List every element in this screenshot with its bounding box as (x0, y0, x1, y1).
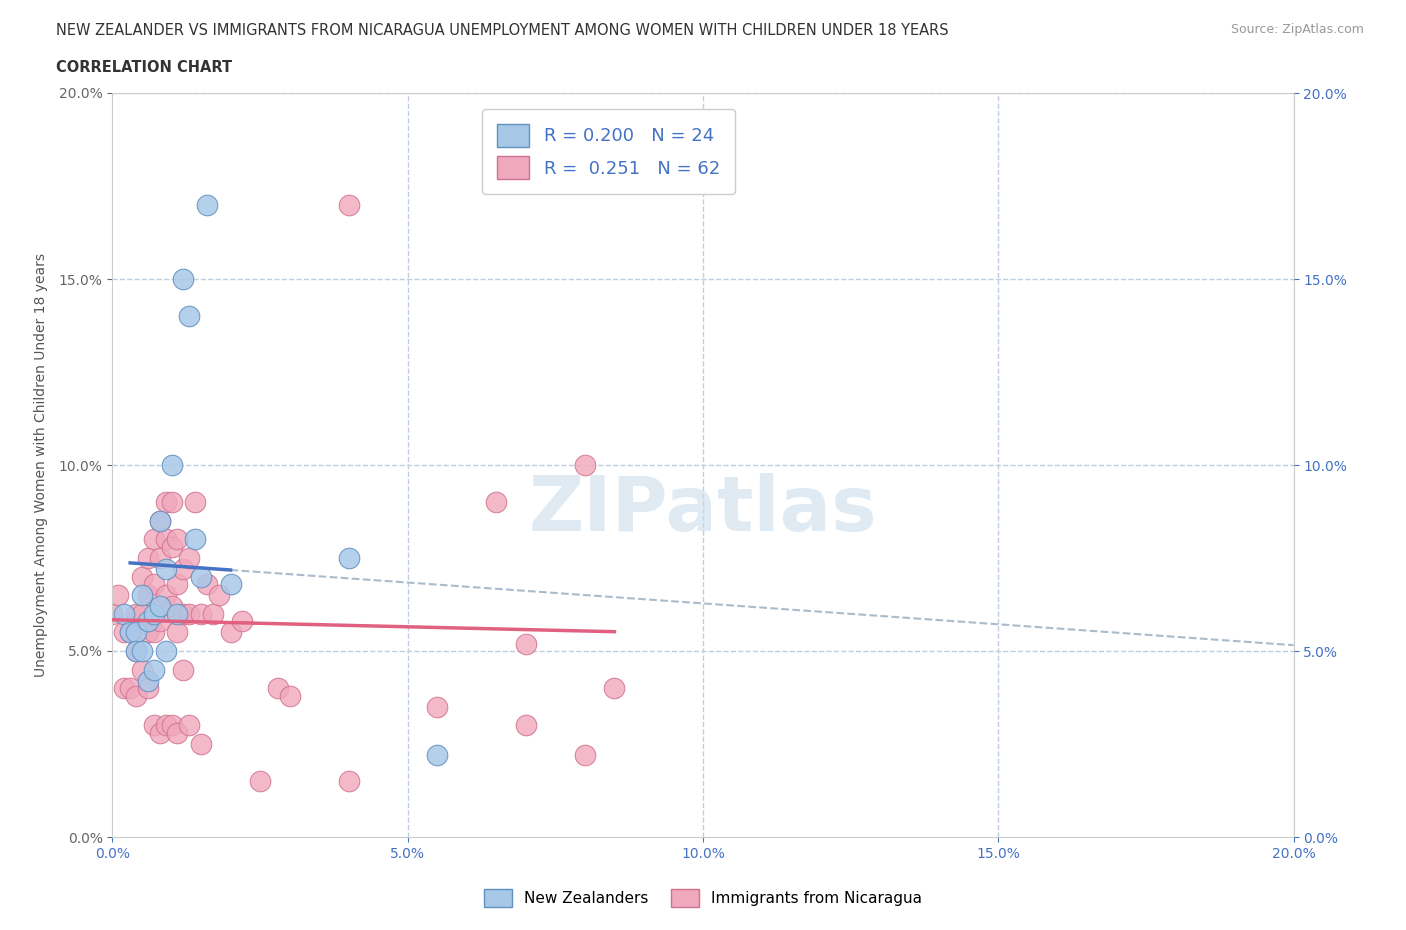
Point (149, 599, 172, 614)
Y-axis label: Unemployment Among Women with Children Under 18 years: Unemployment Among Women with Children U… (34, 253, 48, 677)
Point (101, 606, 124, 621)
Point (160, 718, 183, 733)
Text: CORRELATION CHART: CORRELATION CHART (56, 60, 232, 75)
Point (136, 681, 159, 696)
Legend: New Zealanders, Immigrants from Nicaragua: New Zealanders, Immigrants from Nicaragu… (478, 884, 928, 913)
Point (267, 681, 290, 696)
Point (172, 662, 194, 677)
Point (131, 644, 153, 658)
Point (249, 774, 271, 789)
Legend: R = 0.200   N = 24, R =  0.251   N = 62: R = 0.200 N = 24, R = 0.251 N = 62 (482, 110, 734, 193)
Point (219, 625, 242, 640)
Point (142, 662, 165, 677)
Text: Source: ZipAtlas.com: Source: ZipAtlas.com (1230, 23, 1364, 36)
Point (172, 272, 194, 286)
Point (166, 725, 188, 740)
Point (278, 688, 301, 703)
Point (142, 532, 165, 547)
Point (603, 681, 626, 696)
Point (426, 699, 449, 714)
Point (107, 588, 129, 603)
Point (179, 551, 201, 565)
Point (337, 551, 360, 565)
Point (208, 588, 231, 603)
Point (190, 737, 212, 751)
Point (149, 725, 172, 740)
Point (166, 577, 188, 591)
Point (142, 718, 165, 733)
Point (136, 614, 159, 629)
Point (574, 458, 596, 472)
Point (172, 562, 194, 577)
Point (231, 614, 253, 629)
Point (155, 495, 177, 510)
Point (125, 688, 148, 703)
Point (179, 606, 201, 621)
Point (160, 458, 183, 472)
Point (136, 551, 159, 565)
Point (120, 625, 142, 640)
Point (337, 774, 360, 789)
Point (149, 551, 172, 565)
Point (155, 644, 177, 658)
Point (155, 562, 177, 577)
Point (112, 625, 135, 640)
Point (149, 614, 172, 629)
Point (142, 606, 165, 621)
Point (195, 197, 218, 212)
Point (166, 625, 188, 640)
Point (160, 599, 183, 614)
Point (142, 625, 165, 640)
Point (149, 513, 172, 528)
Point (179, 309, 201, 324)
Text: ZIPatlas: ZIPatlas (529, 472, 877, 547)
Point (160, 539, 183, 554)
Point (179, 718, 201, 733)
Point (166, 606, 188, 621)
Point (515, 636, 537, 651)
Point (155, 718, 177, 733)
Point (125, 644, 148, 658)
Point (190, 606, 212, 621)
Point (166, 532, 188, 547)
Point (112, 606, 135, 621)
Point (184, 532, 207, 547)
Point (149, 513, 172, 528)
Point (125, 606, 148, 621)
Point (120, 625, 142, 640)
Point (131, 606, 153, 621)
Point (485, 495, 508, 510)
Point (131, 588, 153, 603)
Point (195, 577, 218, 591)
Point (201, 606, 224, 621)
Point (125, 625, 148, 640)
Point (190, 569, 212, 584)
Point (131, 569, 153, 584)
Point (160, 495, 183, 510)
Point (142, 577, 165, 591)
Point (426, 748, 449, 763)
Point (125, 644, 148, 658)
Point (574, 748, 596, 763)
Point (120, 681, 142, 696)
Point (172, 606, 194, 621)
Point (131, 662, 153, 677)
Point (136, 588, 159, 603)
Point (515, 718, 537, 733)
Point (184, 495, 207, 510)
Point (136, 673, 159, 688)
Point (155, 588, 177, 603)
Text: NEW ZEALANDER VS IMMIGRANTS FROM NICARAGUA UNEMPLOYMENT AMONG WOMEN WITH CHILDRE: NEW ZEALANDER VS IMMIGRANTS FROM NICARAG… (56, 23, 949, 38)
Point (155, 532, 177, 547)
Point (219, 577, 242, 591)
Point (136, 625, 159, 640)
Point (337, 197, 360, 212)
Point (112, 681, 135, 696)
